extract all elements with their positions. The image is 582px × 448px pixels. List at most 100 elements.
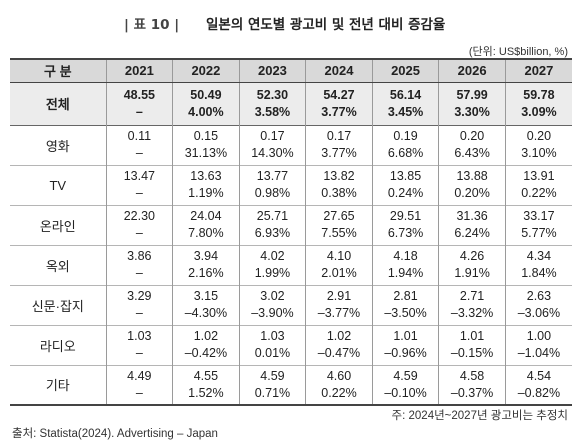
growth-text: 1.84% [521,266,557,280]
value-text: 4.26 [459,249,485,263]
table-row: TV 13.47–13.63 1.19% 13.77 0.98% 13.82 0.38% 13… [10,165,572,205]
data-cell: 0.11 – [105,125,173,165]
value-text: 29.51 [389,209,422,223]
data-cell: 33.17 5.77% [504,205,572,245]
value-text: 13.91 [523,169,555,183]
growth-text: 2.01% [321,266,357,280]
table-number-label: | 표 10 | [124,17,180,33]
data-cell: 3.29 – [105,285,173,325]
data-cell: 13.88 0.20% [438,165,506,205]
row-category: 라디오 [39,338,76,354]
value-text: 22.30 [123,209,155,223]
data-cell: 4.59 –0.10% [371,365,439,405]
header-year: 2027 [504,58,572,83]
data-cell: 4.02 1.99% [238,245,306,285]
data-cell: 1.02 –0.42% [172,325,240,365]
data-cell: 31.36 6.24% [438,205,506,245]
value-text: 4.49 [127,368,152,383]
data-cell: 13.91 0.22% [504,165,572,205]
data-cell: 13.82 0.38% [305,165,373,205]
row-category: 영화 [45,138,70,154]
value-text: 13.82 [323,169,355,183]
value-text: 25.71 [256,209,289,223]
value-text: 4.10 [326,249,352,263]
table-body: 전체 48.55 – 50.49 4.00% 52.30 3.58% 54.27 3.77% 56… [10,82,572,405]
value-text: 1.02 [326,329,352,343]
data-cell: 0.20 3.10% [504,125,572,165]
header-year: 2025 [371,58,439,83]
growth-text: 3.30% [454,104,490,119]
growth-text: –3.77% [317,306,361,320]
growth-text: 0.38% [321,186,357,200]
data-cell: 4.54 –0.82% [504,365,572,405]
data-cell: 29.51 6.73% [371,205,439,245]
growth-text: 3.77% [321,146,357,160]
data-cell: 0.15 31.13% [172,125,240,165]
value-text: 48.55 [123,87,155,102]
growth-text: –0.15% [450,346,494,360]
data-cell: 2.63 –3.06% [504,285,572,325]
table-row: 영화 0.11 – 0.15 31.13% 0.17 14.30% 0.17 3.77% 0.19… [10,125,572,165]
data-cell: 22.30 – [105,205,173,245]
data-cell: 3.02 –3.90% [238,285,306,325]
data-cell: 0.17 3.77% [305,125,373,165]
growth-text: –0.42% [184,346,228,360]
table-row-total: 전체 48.55 – 50.49 4.00% 52.30 3.58% 54.27 3.77% 56… [10,82,572,125]
data-cell: 54.27 3.77% [305,82,373,125]
table-row: 기타 4.49 – 4.55 1.52% 4.59 0.71% 4.60 0.22% 4.59 –0… [10,365,572,405]
growth-text: –3.90% [251,306,294,320]
data-cell: 4.49 – [105,365,173,405]
data-cell: 1.01 –0.15% [438,325,506,365]
data-cell: 4.59 0.71% [238,365,306,405]
value-text: 1.02 [193,329,219,343]
growth-text: –3.50% [384,306,427,320]
data-cell: 1.00 –1.04% [504,325,572,365]
header-year: 2024 [305,58,373,83]
data-cell: 4.26 1.91% [438,245,506,285]
value-text: 1.00 [526,329,552,343]
growth-text: 1.94% [387,266,424,280]
growth-text: 14.30% [251,146,294,160]
data-cell: 24.04 7.80% [172,205,240,245]
table-title: 일본의 연도별 광고비 및 전년 대비 증감율 [206,17,446,33]
header-year: 2023 [238,58,306,83]
growth-text: 7.80% [188,226,224,240]
growth-text: 4.00% [188,104,224,119]
value-text: 59.78 [523,87,555,102]
growth-text: 1.52% [188,385,224,400]
data-cell: 13.47 – [105,165,173,205]
data-cell: 2.71 –3.32% [438,285,506,325]
growth-text: 0.20% [454,186,490,200]
value-text: 0.19 [393,129,418,143]
row-category: 온라인 [39,218,76,234]
value-text: 4.02 [260,249,285,263]
value-text: 24.04 [190,209,222,223]
growth-text: 1.91% [454,266,490,280]
growth-text: – [135,385,143,400]
value-text: 1.03 [127,329,152,343]
growth-text: –4.30% [184,306,228,320]
header-year: 2021 [105,58,173,83]
growth-text: 3.09% [521,104,557,119]
value-text: 0.11 [127,129,152,143]
header-year: 2026 [438,58,506,83]
growth-text: 2.16% [188,266,224,280]
growth-text: 0.98% [254,186,291,200]
value-text: 3.94 [193,249,219,263]
value-text: 33.17 [523,209,555,223]
growth-text: 0.01% [254,346,291,360]
row-category: 전체 [45,97,70,112]
value-text: 57.99 [456,87,488,102]
growth-text: –3.06% [517,306,561,320]
growth-text: 0.71% [254,385,291,400]
row-category: 기타 [45,378,70,394]
value-text: 0.20 [526,129,552,143]
data-cell: 59.78 3.09% [504,82,572,125]
value-text: 54.27 [323,87,355,102]
value-text: 13.77 [256,169,289,183]
value-text: 13.47 [123,169,155,183]
table-row: 라디오 1.03–1.02 –0.42% 1.03 0.01% 1.02 –0.47% 1.0… [10,325,572,365]
growth-text: 0.24% [387,186,424,200]
data-cell: 27.65 7.55% [305,205,373,245]
data-cell: 2.91 –3.77% [305,285,373,325]
